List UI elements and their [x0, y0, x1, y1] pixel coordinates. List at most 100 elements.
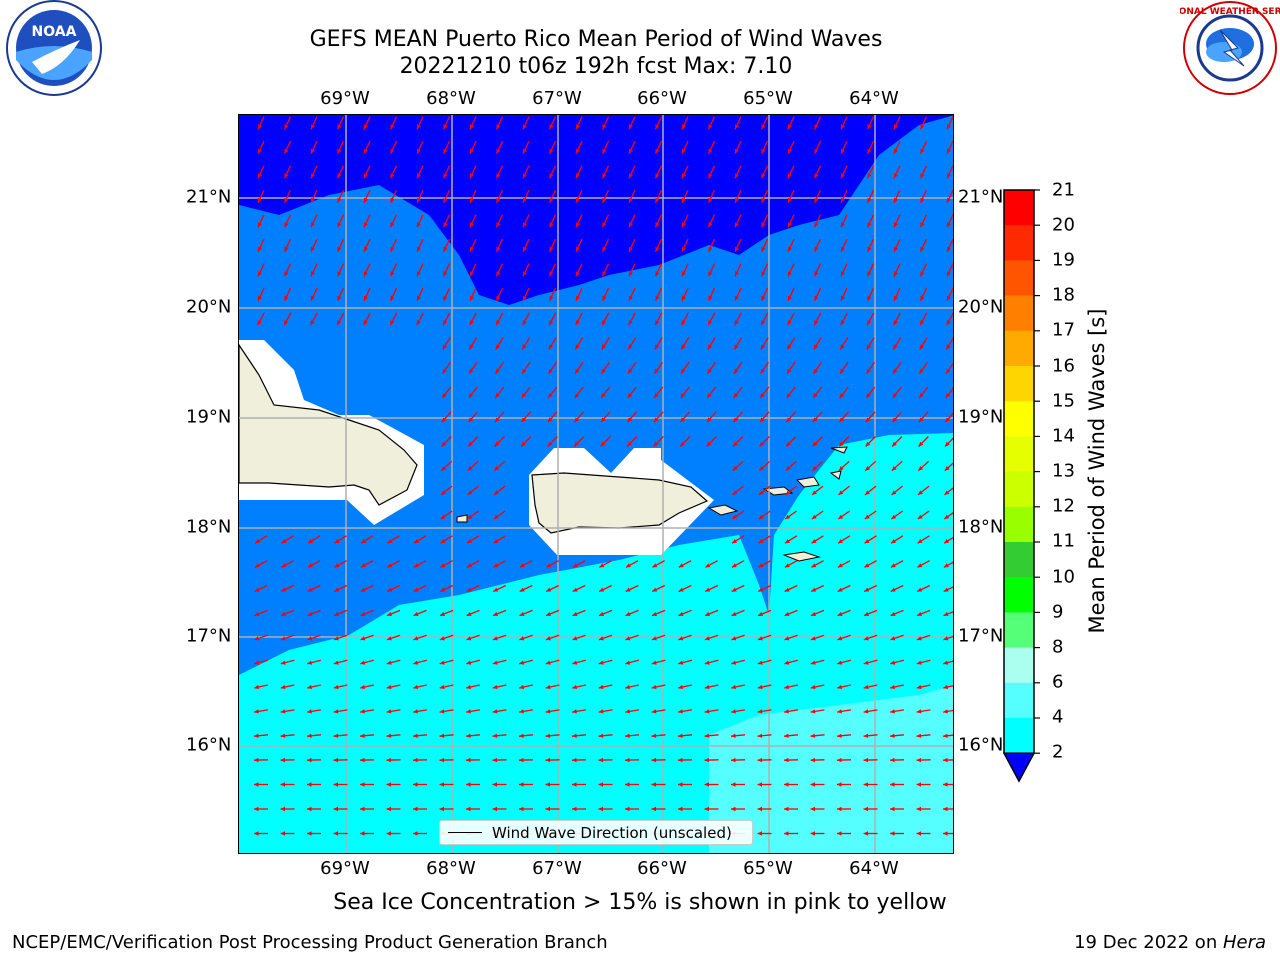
wind-wave-arrow — [734, 312, 742, 326]
wind-wave-arrow — [651, 634, 666, 641]
wind-wave-arrow — [653, 411, 664, 423]
wind-wave-arrow — [389, 263, 398, 277]
wind-wave-arrow — [893, 165, 901, 179]
wind-wave-arrow — [442, 312, 451, 326]
lat-label-left: 18°N — [186, 516, 232, 538]
wind-wave-arrow — [625, 634, 639, 641]
wind-wave-arrow — [704, 584, 719, 593]
wind-wave-arrow — [651, 757, 666, 763]
wind-wave-arrow — [784, 806, 798, 812]
wind-wave-arrow — [571, 709, 587, 714]
colorbar — [1002, 188, 1043, 792]
wind-wave-arrow — [547, 361, 558, 375]
wind-wave-arrow — [760, 287, 769, 302]
wind-wave-arrow — [442, 287, 451, 302]
wind-wave-arrow — [654, 337, 663, 350]
wind-wave-arrow — [495, 312, 504, 326]
wind-wave-arrow — [866, 312, 875, 326]
wind-wave-arrow — [810, 782, 825, 787]
wind-wave-arrow — [863, 584, 878, 593]
wind-wave-arrow — [334, 535, 347, 544]
wind-wave-arrow — [891, 411, 903, 423]
wind-wave-arrow — [469, 165, 477, 179]
wind-wave-arrow — [811, 485, 824, 496]
wind-wave-arrow — [758, 510, 771, 520]
wind-wave-arrow — [654, 238, 663, 253]
wind-wave-arrow — [625, 609, 639, 617]
wind-wave-arrow — [469, 214, 477, 228]
wind-wave-arrow — [677, 709, 693, 714]
lon-label-top: 64°W — [849, 88, 899, 109]
lat-label-right: 19°N — [958, 406, 1004, 428]
wind-wave-arrow — [654, 214, 663, 228]
wind-wave-arrow — [601, 116, 610, 130]
wind-wave-arrow — [548, 189, 557, 204]
wind-wave-arrow — [864, 460, 877, 472]
colorbar-tick: 4 — [1052, 706, 1064, 728]
wind-wave-arrow — [651, 609, 666, 617]
wind-wave-arrow — [917, 510, 930, 520]
wind-wave-arrow — [307, 659, 321, 665]
wind-wave-arrow — [840, 263, 848, 277]
wind-wave-arrow — [307, 634, 321, 641]
wind-wave-arrow — [440, 485, 453, 496]
wind-wave-arrow — [493, 460, 506, 472]
wind-wave-arrow — [360, 684, 374, 690]
wind-wave-arrow — [654, 140, 663, 155]
wind-wave-arrow — [730, 733, 746, 738]
wind-wave-arrow — [837, 510, 851, 520]
colorbar-segment — [1004, 506, 1034, 543]
wind-wave-arrow — [787, 263, 795, 277]
wind-wave-arrow — [598, 609, 613, 617]
wind-wave-arrow — [627, 337, 637, 350]
wind-wave-arrow — [545, 757, 560, 763]
wind-wave-arrow — [787, 214, 795, 228]
wind-wave-arrow — [466, 560, 480, 568]
colorbar-segment — [1004, 190, 1034, 226]
wind-wave-arrow — [680, 361, 690, 375]
wind-wave-arrow — [280, 684, 295, 690]
wind-wave-arrow — [598, 782, 613, 787]
wind-wave-arrow — [574, 337, 584, 350]
wind-wave-arrow — [600, 386, 611, 399]
wind-wave-arrow — [759, 361, 770, 375]
wind-wave-arrow — [519, 782, 533, 787]
wind-wave-arrow — [280, 609, 295, 617]
wind-wave-arrow — [333, 684, 348, 690]
wind-wave-arrow — [440, 510, 453, 520]
wind-wave-arrow — [572, 806, 586, 812]
hispaniola-land — [239, 340, 424, 525]
wind-wave-arrow — [519, 659, 533, 665]
wind-wave-arrow — [283, 238, 292, 253]
wind-wave-arrow — [598, 733, 613, 738]
wind-wave-arrow — [522, 238, 530, 253]
wind-wave-arrow — [307, 560, 321, 568]
wind-wave-arrow — [389, 189, 398, 204]
wind-wave-arrow — [707, 312, 716, 326]
wind-wave-arrow — [307, 684, 321, 690]
wind-wave-arrow — [866, 165, 875, 179]
wind-wave-arrow — [836, 757, 852, 763]
wind-wave-arrow — [707, 165, 716, 179]
wind-wave-arrow — [681, 116, 689, 130]
lon-label-bottom: 67°W — [532, 858, 582, 879]
wind-wave-arrow — [916, 684, 931, 690]
wind-wave-arrow — [413, 806, 427, 812]
wind-wave-arrow — [494, 411, 505, 423]
wind-wave-arrow — [413, 560, 427, 568]
wind-wave-arrow — [283, 116, 292, 130]
wind-wave-arrow — [545, 709, 560, 714]
wind-wave-arrow — [363, 312, 371, 326]
wind-wave-arrow — [732, 485, 744, 496]
colorbar-segment — [1004, 647, 1034, 684]
virgin-islands — [456, 446, 848, 562]
wind-wave-arrow — [360, 560, 374, 568]
wind-wave-arrow — [333, 831, 348, 836]
wind-wave-arrow — [412, 733, 428, 738]
wind-wave-arrow — [281, 560, 294, 568]
wind-wave-arrow — [280, 659, 295, 665]
wind-wave-arrow — [466, 684, 480, 690]
wind-wave-arrow — [706, 436, 717, 447]
wind-wave-arrow — [810, 709, 825, 714]
wind-wave-arrow — [545, 806, 560, 812]
